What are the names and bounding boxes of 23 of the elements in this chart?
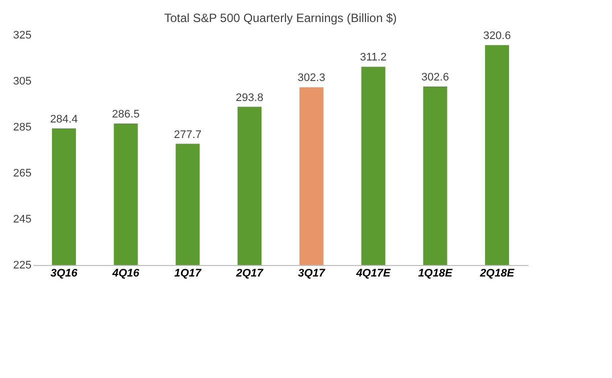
data-label: 286.5 (112, 108, 140, 121)
x-tick-label: 4Q16 (111, 268, 140, 280)
x-tick-label: 3Q17 (298, 268, 326, 280)
data-label: 320.6 (483, 30, 511, 42)
data-label: 277.7 (174, 128, 202, 141)
x-tick-label: 2Q18E (478, 268, 515, 280)
y-tick-label: 225 (13, 260, 32, 272)
data-label: 293.8 (236, 92, 264, 104)
x-tick-label: 4Q17E (355, 268, 392, 280)
y-tick-label: 285 (13, 122, 32, 134)
y-tick-label: 305 (13, 76, 32, 88)
data-label: 302.6 (421, 72, 449, 84)
x-tick-label: 1Q18E (418, 268, 453, 280)
y-tick-label: 265 (13, 168, 32, 180)
x-tick-label: 2Q17 (235, 268, 264, 280)
x-tick-label: 3Q16 (50, 268, 78, 280)
x-tick-label: 1Q17 (174, 268, 202, 280)
data-label: 302.3 (298, 72, 326, 84)
y-tick-label: 245 (13, 214, 32, 226)
data-label: 284.4 (50, 113, 78, 126)
chart-title: Total S&P 500 Quarterly Earnings (Billion $) (164, 11, 397, 25)
data-label: 311.2 (360, 52, 387, 64)
y-tick-label: 325 (13, 30, 32, 42)
